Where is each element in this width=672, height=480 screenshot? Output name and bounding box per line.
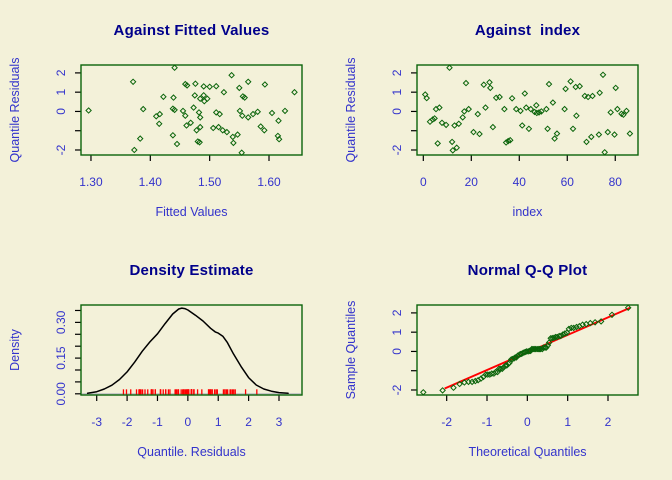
svg-text:-2: -2 bbox=[441, 415, 452, 429]
svg-text:-2: -2 bbox=[390, 144, 404, 155]
svg-text:0: 0 bbox=[420, 175, 427, 189]
svg-text:1.60: 1.60 bbox=[257, 175, 281, 189]
svg-text:-2: -2 bbox=[122, 415, 133, 429]
svg-text:0.30: 0.30 bbox=[54, 310, 68, 334]
svg-text:2: 2 bbox=[54, 69, 68, 76]
svg-text:0: 0 bbox=[390, 348, 404, 355]
svg-text:3: 3 bbox=[276, 415, 283, 429]
panel-density-estimate: -3 -2 -1 0 1 2 3 0.00 0.15 0.30 Density Estimate … bbox=[0, 240, 336, 480]
svg-text:1: 1 bbox=[390, 329, 404, 336]
svg-text:80: 80 bbox=[609, 175, 623, 189]
x-axis-label: index bbox=[512, 205, 543, 219]
svg-text:1: 1 bbox=[215, 415, 222, 429]
y-axis-label: Quantile Residuals bbox=[8, 57, 22, 163]
panel-title: Normal Q-Q Plot bbox=[467, 262, 588, 279]
y-axis-label: Sample Quantiles bbox=[344, 300, 358, 400]
svg-text:0: 0 bbox=[390, 108, 404, 115]
panel-normal-qq: -2 -1 0 1 2 -2 0 1 2 Normal Q-Q Plot Theoretical… bbox=[336, 240, 672, 480]
svg-text:2: 2 bbox=[245, 415, 252, 429]
svg-text:60: 60 bbox=[561, 175, 575, 189]
panel-title: Against index bbox=[474, 22, 581, 39]
svg-text:0: 0 bbox=[524, 415, 531, 429]
svg-text:-2: -2 bbox=[54, 144, 68, 155]
svg-text:-3: -3 bbox=[91, 415, 102, 429]
svg-text:1.30: 1.30 bbox=[79, 175, 103, 189]
svg-text:1.40: 1.40 bbox=[139, 175, 163, 189]
panel-title: Against Fitted Values bbox=[113, 22, 270, 39]
y-axis-label: Quantile Residuals bbox=[344, 57, 358, 163]
panel-title: Density Estimate bbox=[129, 262, 254, 279]
x-axis-label: Quantile. Residuals bbox=[137, 445, 246, 459]
svg-text:1.50: 1.50 bbox=[198, 175, 222, 189]
svg-text:-1: -1 bbox=[152, 415, 163, 429]
svg-text:0.00: 0.00 bbox=[54, 382, 68, 406]
svg-text:1: 1 bbox=[390, 89, 404, 96]
svg-text:-1: -1 bbox=[482, 415, 493, 429]
svg-text:-2: -2 bbox=[390, 384, 404, 395]
svg-text:2: 2 bbox=[605, 415, 612, 429]
density-plot-svg: -3 -2 -1 0 1 2 3 0.00 0.15 0.30 bbox=[54, 304, 303, 429]
against-index-plot-svg: 0 20 40 60 80 -2 0 1 2 bbox=[390, 64, 639, 189]
svg-text:0.15: 0.15 bbox=[54, 346, 68, 370]
qq-plot-svg: -2 -1 0 1 2 -2 0 1 2 bbox=[390, 304, 639, 429]
svg-text:0: 0 bbox=[54, 108, 68, 115]
svg-text:2: 2 bbox=[390, 69, 404, 76]
svg-text:1: 1 bbox=[564, 415, 571, 429]
x-axis-label: Fitted Values bbox=[155, 205, 228, 219]
svg-text:40: 40 bbox=[513, 175, 527, 189]
panel-against-index: 0 20 40 60 80 -2 0 1 2 Against index index Quant… bbox=[336, 0, 672, 240]
panel-against-fitted: 1.30 1.40 1.50 1.60 -2 0 1 2 Against Fitted Val… bbox=[0, 0, 336, 240]
against-fitted-plot-svg: 1.30 1.40 1.50 1.60 -2 0 1 2 bbox=[54, 64, 303, 189]
svg-text:20: 20 bbox=[465, 175, 479, 189]
svg-text:2: 2 bbox=[390, 309, 404, 316]
y-axis-label: Density bbox=[8, 329, 22, 371]
x-axis-label: Theoretical Quantiles bbox=[468, 445, 587, 459]
svg-text:0: 0 bbox=[185, 415, 192, 429]
svg-text:1: 1 bbox=[54, 89, 68, 96]
